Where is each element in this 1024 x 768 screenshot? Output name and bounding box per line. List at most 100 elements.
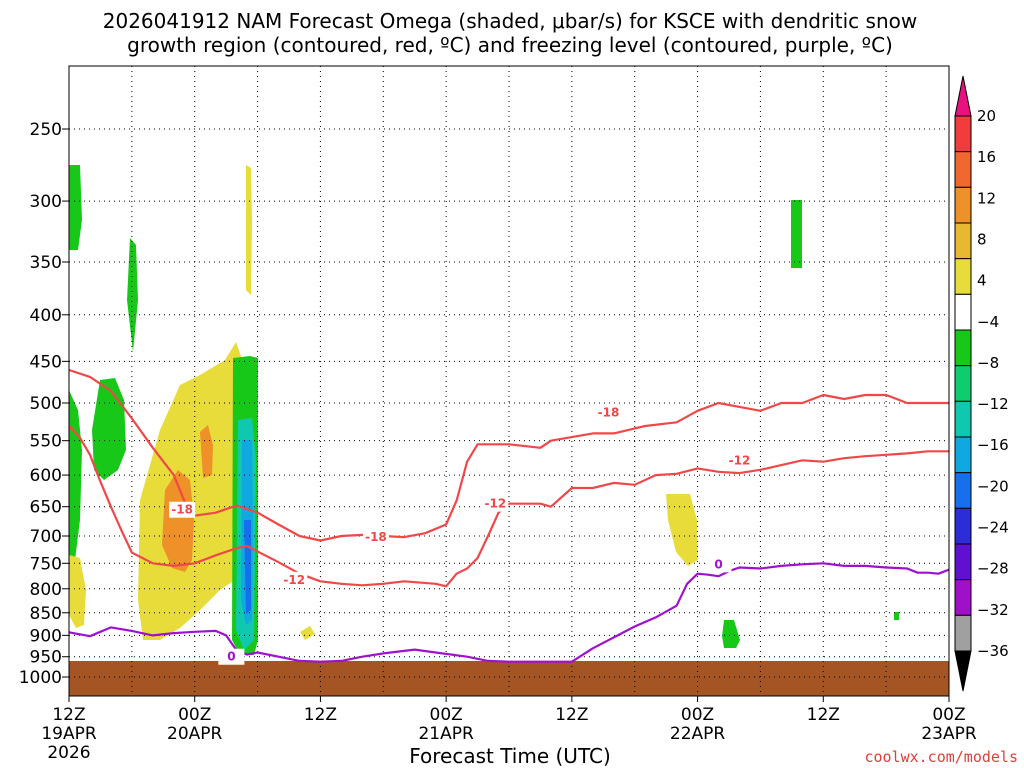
contour-label: -12 xyxy=(485,497,507,511)
contour-label: -12 xyxy=(283,573,305,587)
colorbar: 20 16 12 8 4 −4 −8 −12 −16 −20 −24 −28 −32 −36 xyxy=(954,75,1009,692)
x-tick-label: 00Z xyxy=(681,705,714,725)
x-tick-label: 2026 xyxy=(47,743,90,763)
x-tick-label: 20APR xyxy=(167,724,223,744)
colorbar-bottom-arrow xyxy=(954,650,972,692)
y-axis-ticks: 2503003504004505005506006507007508008509… xyxy=(19,120,69,688)
contour-label-bg xyxy=(362,529,389,546)
y-tick-label: 600 xyxy=(30,466,62,486)
x-tick-label: 22APR xyxy=(670,724,726,744)
x-tick-label: 12Z xyxy=(52,705,85,725)
y-tick-label: 700 xyxy=(30,527,62,547)
contour-label: 0 xyxy=(227,650,235,664)
colorbar-segment xyxy=(954,293,972,331)
x-axis-label: Forecast Time (UTC) xyxy=(409,744,611,768)
contour-label: -18 xyxy=(598,405,620,419)
plot-frame xyxy=(68,65,950,697)
x-tick-label: 12Z xyxy=(304,705,337,725)
x-tick-label: 23APR xyxy=(921,724,977,744)
omega-shading-region xyxy=(127,238,138,352)
chart-title-line1: 2026041912 NAM Forecast Omega (shaded, μ… xyxy=(103,9,917,33)
omega-shading-region xyxy=(300,626,315,640)
omega-shading-region xyxy=(200,425,213,478)
omega-shading-region xyxy=(244,520,251,614)
y-tick-label: 400 xyxy=(30,306,62,326)
y-tick-label: 250 xyxy=(30,120,62,140)
omega-shading-region xyxy=(69,390,82,560)
y-tick-label: 450 xyxy=(30,352,62,372)
y-tick-label: 550 xyxy=(30,432,62,452)
y-tick-label: 500 xyxy=(30,394,62,414)
colorbar-segment xyxy=(954,400,972,438)
colorbar-tick-label: −36 xyxy=(977,642,1009,660)
contour-label-bg xyxy=(726,452,753,469)
contours: -18 -18 -18 -12 -12 -12 0 0 xyxy=(68,368,950,665)
colorbar-segment xyxy=(954,222,972,260)
omega-shading-region xyxy=(246,165,252,295)
y-tick-label: 350 xyxy=(30,253,62,273)
y-tick-label: 300 xyxy=(30,192,62,212)
colorbar-tick-label: 20 xyxy=(977,107,996,125)
colorbar-segment xyxy=(954,507,972,545)
colorbar-segment xyxy=(954,258,972,295)
omega-shading-region xyxy=(69,555,86,628)
colorbar-segment xyxy=(954,151,972,188)
colorbar-tick-label: −16 xyxy=(977,436,1009,454)
colorbar-top-arrow xyxy=(954,75,972,117)
omega-shading-region xyxy=(722,620,740,648)
colorbar-segment xyxy=(954,543,972,581)
y-tick-label: 650 xyxy=(30,498,62,518)
contour-label: -18 xyxy=(171,503,193,517)
contour-line xyxy=(68,425,949,588)
colorbar-tick-label: 4 xyxy=(977,272,987,290)
colorbar-tick-label: −28 xyxy=(977,560,1009,578)
colorbar-tick-label: −24 xyxy=(977,519,1009,537)
colorbar-tick-label: 8 xyxy=(977,230,987,248)
colorbar-tick-label: −4 xyxy=(977,313,999,331)
x-tick-label: 00Z xyxy=(932,705,965,725)
omega-shading-region xyxy=(894,612,899,620)
colorbar-tick-label: −8 xyxy=(977,354,999,372)
y-tick-label: 1000 xyxy=(19,668,62,688)
x-tick-label: 19APR xyxy=(41,724,97,744)
omega-shading-region xyxy=(162,470,194,572)
omega-shading-region xyxy=(92,378,126,480)
x-tick-label: 21APR xyxy=(418,724,474,744)
colorbar-segment xyxy=(954,365,972,402)
contour-label-bg xyxy=(218,648,245,665)
contour-label: -18 xyxy=(365,530,387,544)
colorbar-tick-label: −32 xyxy=(977,601,1009,619)
colorbar-tick-label: 12 xyxy=(977,189,996,207)
y-tick-label: 800 xyxy=(30,580,62,600)
omega-shading-region xyxy=(666,494,698,566)
contour-label-bg xyxy=(482,495,509,512)
plot-area: -18 -18 -18 -12 -12 -12 0 0 xyxy=(68,65,950,697)
y-tick-label: 850 xyxy=(30,604,62,624)
contour-label: -12 xyxy=(729,453,751,467)
colorbar-segment xyxy=(954,472,972,509)
colorbar-segment xyxy=(954,436,972,474)
omega-shading-region xyxy=(791,200,802,268)
colorbar-tick-label: −12 xyxy=(977,395,1009,413)
colorbar-segment xyxy=(954,614,972,652)
credit-text: coolwx.com/models xyxy=(864,748,1018,766)
colorbar-segment xyxy=(954,579,972,616)
x-tick-label: 00Z xyxy=(178,705,211,725)
colorbar-tick-label: −20 xyxy=(977,477,1009,495)
contour-label-bg xyxy=(595,404,622,421)
x-tick-label: 12Z xyxy=(807,705,840,725)
colorbar-segment xyxy=(954,329,972,367)
omega-shading-region xyxy=(69,165,82,250)
colorbar-segment xyxy=(954,115,972,153)
chart-title-line2: growth region (contoured, red, ºC) and f… xyxy=(127,33,893,57)
contour-line xyxy=(68,562,950,663)
contour-label: 0 xyxy=(714,557,722,571)
x-tick-label: 00Z xyxy=(430,705,463,725)
contour-line xyxy=(68,368,949,542)
y-tick-label: 750 xyxy=(30,554,62,574)
x-tick-label: 12Z xyxy=(555,705,588,725)
contour-label-bg xyxy=(705,556,732,573)
contour-label-bg xyxy=(281,571,308,588)
